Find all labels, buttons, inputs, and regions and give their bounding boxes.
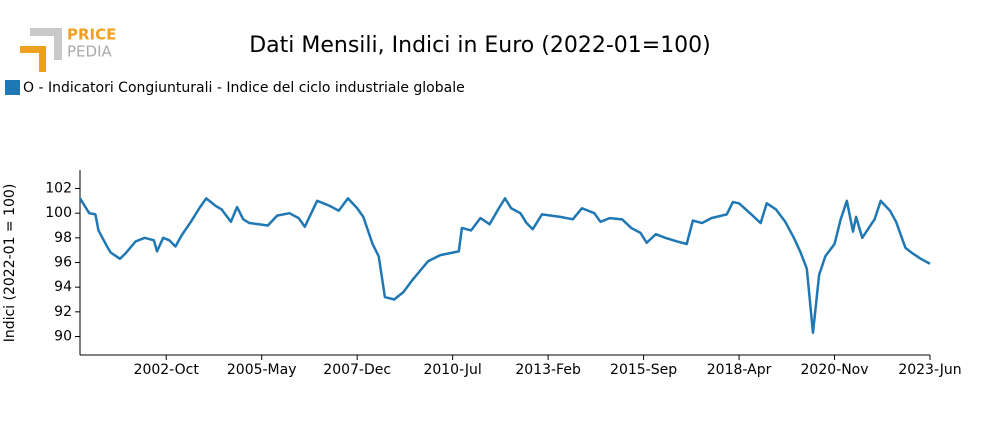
logo: PRICE PEDIA (20, 26, 116, 72)
x-tick-label: 2020-Nov (801, 362, 869, 378)
x-tick-label: 2010-Jul (423, 362, 481, 378)
x-tick-label: 2018-Apr (707, 362, 772, 378)
chart-title: Dati Mensili, Indici in Euro (2022-01=10… (249, 33, 711, 58)
legend-swatch (5, 80, 20, 95)
logo-mark (20, 46, 46, 72)
logo-text: PRICE (67, 26, 116, 44)
y-tick-label: 98 (54, 230, 72, 246)
y-tick-label: 102 (45, 181, 72, 197)
x-tick-label: 2013-Feb (515, 362, 581, 378)
line (78, 197, 931, 335)
logo-text: PEDIA (67, 43, 112, 61)
x-tick-label: 2005-May (227, 362, 297, 378)
y-tick-label: 94 (54, 279, 72, 295)
x-tick-label: 2015-Sep (610, 362, 677, 378)
x-tick-label: 2007-Dec (323, 362, 391, 378)
x-tick-label: 2002-Oct (134, 362, 200, 378)
y-axis-label: Indici (2022-01 = 100) (2, 184, 18, 343)
y-tick-label: 96 (54, 255, 72, 271)
y-tick-label: 92 (54, 304, 72, 320)
y-tick-label: 90 (54, 329, 72, 345)
y-tick-label: 100 (45, 205, 72, 221)
logo-mark (30, 28, 62, 60)
legend-label: O - Indicatori Congiunturali - Indice de… (23, 80, 465, 96)
x-tick-label: 2023-Jun (898, 362, 961, 378)
